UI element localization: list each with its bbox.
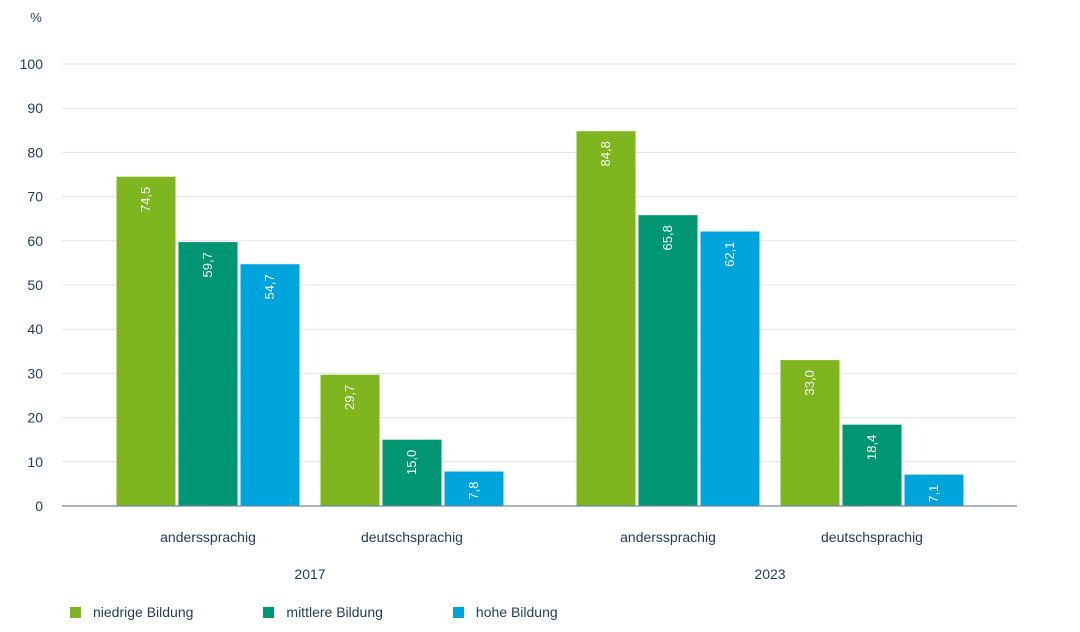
y-tick-label: 60 [27,233,43,249]
bar [240,264,300,506]
bar [780,360,840,506]
data-label: 7,8 [466,482,481,500]
legend-item-niedrige-bildung: niedrige Bildung [70,604,193,620]
y-tick-label: 40 [27,321,43,337]
category-label: anderssprachig [160,529,256,545]
data-label: 29,7 [342,385,357,410]
bar [382,439,442,506]
bar [116,176,176,506]
legend-item-mittlere-bildung: mittlere Bildung [263,604,383,620]
data-label: 59,7 [200,252,215,277]
data-label: 74,5 [138,187,153,212]
category-label: deutschsprachig [361,529,463,545]
y-tick-label: 50 [27,277,43,293]
bar [576,131,636,506]
data-label: 84,8 [598,141,613,166]
bar [842,424,902,506]
legend-label-mittlere-bildung: mittlere Bildung [286,604,383,620]
bar [904,474,964,506]
y-tick-label: 90 [27,100,43,116]
y-tick-label: 10 [27,454,43,470]
legend-swatch-niedrige-bildung [70,606,81,618]
data-label: 33,0 [802,370,817,395]
data-label: 15,0 [404,450,419,475]
legend: niedrige Bildung mittlere Bildung hohe B… [70,604,628,620]
y-tick-label: 80 [27,144,43,160]
year-label: 2023 [754,566,785,582]
bar [638,215,698,506]
bar [178,242,238,506]
y-axis-unit: % [30,10,42,25]
y-tick-label: 100 [20,56,44,72]
data-label: 18,4 [864,435,879,460]
data-label: 65,8 [660,225,675,250]
legend-item-hohe-bildung: hohe Bildung [452,604,558,620]
y-tick-label: 0 [35,498,43,514]
legend-label-niedrige-bildung: niedrige Bildung [93,604,194,620]
year-label: 2017 [294,566,325,582]
bar [444,471,504,506]
legend-label-hohe-bildung: hohe Bildung [475,604,558,620]
category-label: deutschsprachig [821,529,923,545]
y-tick-label: 20 [27,410,43,426]
bar [320,374,380,506]
data-label: 54,7 [262,274,277,299]
category-label: anderssprachig [620,529,716,545]
y-tick-label: 70 [27,189,43,205]
bar [700,231,760,506]
legend-swatch-hohe-bildung [452,606,464,618]
data-label: 62,1 [722,242,737,267]
legend-swatch-mittlere-bildung [263,606,275,618]
y-tick-label: 30 [27,365,43,381]
data-label: 7,1 [926,485,941,503]
